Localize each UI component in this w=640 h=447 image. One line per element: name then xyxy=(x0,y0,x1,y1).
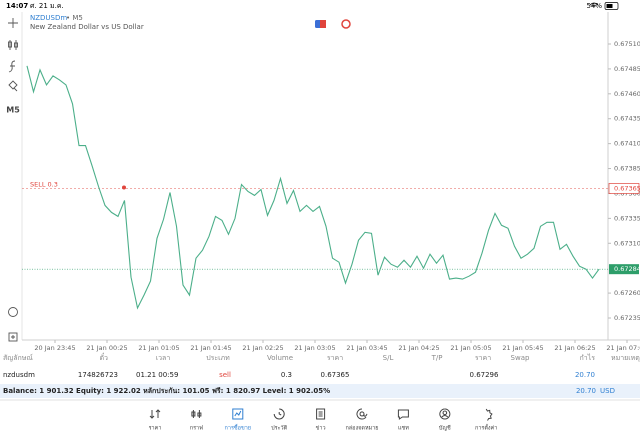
sell-price-label: 0.67365 xyxy=(614,184,640,192)
x-tick-label: 21 Jan 00:25 xyxy=(86,344,127,352)
nav-label[interactable]: การซื้อขาย xyxy=(225,424,251,432)
sell-label: SELL 0.3 xyxy=(30,180,58,188)
nav-icon[interactable] xyxy=(316,408,326,420)
column-header: เวลา xyxy=(156,354,171,362)
sell-price-box xyxy=(608,183,640,194)
x-tick-label: 20 Jan 23:45 xyxy=(34,344,75,352)
nav-label[interactable]: แชท xyxy=(398,425,409,432)
nav-icon[interactable] xyxy=(485,408,493,421)
balance-summary: Balance: 1 901.32 Equity: 1 922.02 หลักป… xyxy=(3,387,330,395)
bid-price-box xyxy=(609,264,639,275)
y-tick-label: 0.67460 xyxy=(614,90,640,98)
y-tick-label: 0.67260 xyxy=(614,289,640,297)
position-cell: 20.70 xyxy=(575,371,595,379)
y-tick-label: 0.67510 xyxy=(614,40,640,48)
y-tick-label: 0.67235 xyxy=(614,314,640,322)
drawing-tool[interactable] xyxy=(8,80,18,92)
symbol-description: New Zealand Dollar vs US Dollar xyxy=(30,23,144,31)
timeframe-button[interactable]: M5 xyxy=(6,106,20,115)
crosshair-tool[interactable] xyxy=(8,18,18,28)
x-tick-label: 21 Jan 07:05 xyxy=(606,344,640,352)
x-tick-label: 21 Jan 01:05 xyxy=(138,344,179,352)
column-header: สัญลักษณ์ xyxy=(3,354,33,362)
status-time: 14:07 xyxy=(6,2,28,10)
x-tick-label: 21 Jan 02:25 xyxy=(242,344,283,352)
order-marker xyxy=(122,185,126,190)
nav-icon[interactable] xyxy=(439,408,451,420)
x-tick-label: 21 Jan 03:05 xyxy=(294,344,335,352)
price-line xyxy=(26,65,600,310)
x-tick-label: 21 Jan 01:45 xyxy=(190,344,231,352)
timeframe: • M5 xyxy=(66,14,83,22)
column-header: ราคา xyxy=(327,354,343,362)
x-tick-label: 21 Jan 05:45 xyxy=(502,344,543,352)
balance-row-bg xyxy=(0,384,640,398)
nav-label[interactable]: กราฟ xyxy=(190,425,203,432)
add-tool[interactable] xyxy=(8,332,18,342)
objects-tool[interactable] xyxy=(8,60,16,73)
trade-button-half xyxy=(320,20,326,28)
position-cell: 01.21 00:59 xyxy=(136,371,178,379)
column-header: Swap xyxy=(511,354,530,362)
y-tick-label: 0.67335 xyxy=(614,214,640,222)
y-tick-label: 0.67410 xyxy=(614,140,640,148)
battery-fill xyxy=(606,4,613,8)
position-cell: 0.67365 xyxy=(321,371,350,379)
status-date: ศ. 21 ม.ค. xyxy=(30,2,64,10)
position-cell[interactable]: nzdusdm xyxy=(3,371,35,379)
nav-label[interactable]: ข่าว xyxy=(316,426,326,432)
x-tick-label: 21 Jan 05:05 xyxy=(450,344,491,352)
nav-icon[interactable] xyxy=(356,408,368,420)
total-profit: 20.70 xyxy=(576,387,596,395)
column-header: หมายเหตุ xyxy=(611,354,640,362)
bottom-nav: ราคา กราฟ การซื้อขาย ประวัติ ข่าว กล่องจดหมาย… xyxy=(149,408,497,432)
position-cell: 0.3 xyxy=(281,371,292,379)
y-tick-label: 0.67385 xyxy=(614,165,640,173)
nav-icon[interactable] xyxy=(397,409,409,420)
column-header: ราคา xyxy=(475,354,491,362)
nav-label[interactable]: ราคา xyxy=(149,426,162,432)
column-header: กำไร xyxy=(580,353,596,362)
y-tick-label: 0.67435 xyxy=(614,115,640,123)
wifi-icon xyxy=(589,2,599,7)
nav-icon[interactable] xyxy=(149,409,161,419)
one-click-button[interactable] xyxy=(341,19,351,29)
position-cell: 0.67296 xyxy=(470,371,499,379)
zoom-tool[interactable] xyxy=(8,307,18,317)
indicators-tool[interactable] xyxy=(8,40,18,50)
nav-label[interactable]: บัญชี xyxy=(439,425,451,432)
column-header: Volume xyxy=(267,354,293,362)
nav-label[interactable]: กล่องจดหมาย xyxy=(345,426,378,432)
x-tick-label: 21 Jan 03:45 xyxy=(346,344,387,352)
add-tool-plus xyxy=(11,335,15,339)
y-tick-label: 0.67485 xyxy=(614,65,640,73)
battery-level: 54% xyxy=(586,2,602,10)
bid-price-label: 0.67284 xyxy=(614,265,640,273)
battery-icon xyxy=(604,2,619,10)
currency: USD xyxy=(600,387,615,395)
y-tick-label: 0.67310 xyxy=(614,239,640,247)
x-tick-label: 21 Jan 04:25 xyxy=(398,344,439,352)
column-header: ตั๋ว xyxy=(100,353,109,362)
position-cell: 174826723 xyxy=(78,371,118,379)
x-tick-label: 21 Jan 06:25 xyxy=(554,344,595,352)
position-cell: sell xyxy=(219,371,231,379)
nav-label[interactable]: การตั้งค่า xyxy=(475,424,497,432)
symbol[interactable]: NZDUSDm xyxy=(30,14,67,22)
column-header: ประเภท xyxy=(206,354,230,362)
nav-label[interactable]: ประวัติ xyxy=(271,425,287,432)
column-header: T/P xyxy=(431,354,443,362)
nav-icon[interactable] xyxy=(191,410,202,418)
column-header: S/L xyxy=(383,354,394,362)
nav-icon[interactable] xyxy=(273,408,285,420)
nav-icon[interactable] xyxy=(232,408,244,420)
